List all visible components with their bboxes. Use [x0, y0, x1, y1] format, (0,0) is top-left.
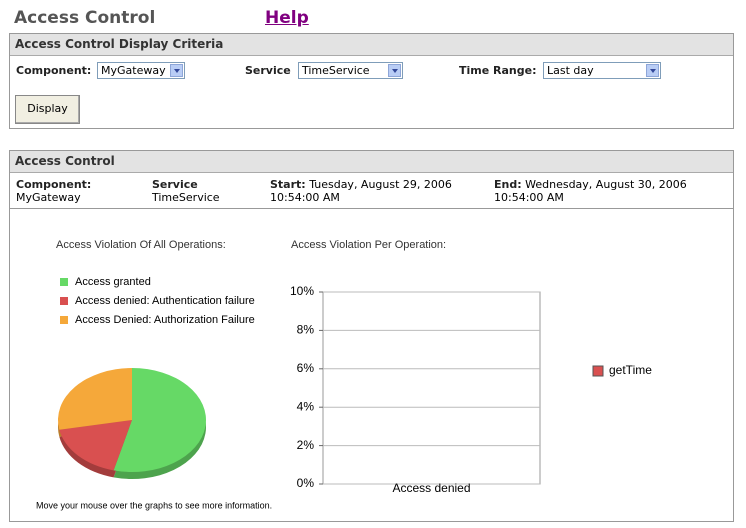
field-label: Time Range:	[459, 64, 537, 77]
info-value: 10:54:00 AM	[270, 191, 340, 204]
chart-title: Access Violation Per Operation:	[291, 239, 446, 251]
select-value: Last day	[547, 64, 594, 77]
legend-label: getTime	[609, 363, 652, 377]
y-tick-label: 6%	[297, 361, 315, 375]
component-select[interactable]: MyGateway	[97, 62, 185, 79]
y-tick-label: 0%	[297, 476, 315, 490]
y-tick-label: 10%	[290, 284, 314, 298]
info-label: End:	[494, 178, 522, 191]
legend-swatch	[60, 278, 68, 286]
panel-title: Access Control Display Criteria	[10, 34, 733, 56]
pie-slice	[57, 368, 133, 430]
info-line: Start: Tuesday, August 29, 2006	[270, 178, 452, 191]
select-value: TimeService	[302, 64, 370, 77]
service-select[interactable]: TimeService	[298, 62, 403, 79]
legend-label: Access denied: Authentication failure	[75, 295, 255, 307]
y-tick-label: 8%	[297, 323, 315, 337]
info-line: End: Wednesday, August 30, 2006	[494, 178, 687, 191]
info-value: TimeService	[152, 191, 220, 204]
select-value: MyGateway	[101, 64, 166, 77]
page-title: Access Control	[14, 8, 156, 28]
time-range-select[interactable]: Last day	[543, 62, 661, 79]
x-tick-label: Access denied	[392, 481, 470, 495]
plot-area	[322, 291, 541, 485]
legend-swatch	[60, 297, 68, 305]
help-link[interactable]: Help	[265, 8, 309, 28]
display-button[interactable]: Display	[15, 95, 80, 124]
legend-label: Access granted	[75, 276, 151, 288]
divider	[10, 208, 733, 209]
y-tick-label: 2%	[297, 438, 315, 452]
field-label: Service	[245, 64, 291, 77]
note: Move your mouse over the graphs to see m…	[36, 500, 272, 510]
panel-title: Access Control	[10, 151, 733, 173]
info-label: Start:	[270, 178, 306, 191]
info-value: Tuesday, August 29, 2006	[309, 178, 452, 191]
legend-swatch	[592, 365, 604, 377]
pie-slice	[113, 368, 207, 472]
info-value: 10:54:00 AM	[494, 191, 564, 204]
pie-slice	[59, 420, 132, 471]
legend-swatch	[60, 316, 68, 324]
info-value: MyGateway	[16, 191, 81, 204]
info-value: Wednesday, August 30, 2006	[525, 178, 687, 191]
info-label: Component:	[16, 178, 92, 191]
legend-label: Access Denied: Authorization Failure	[75, 314, 255, 326]
chart-title: Access Violation Of All Operations:	[56, 239, 226, 251]
info-label: Service	[152, 178, 198, 191]
y-tick-label: 4%	[297, 399, 315, 413]
field-label: Component:	[16, 64, 92, 77]
criteria-panel: Access Control Display Criteria	[9, 33, 734, 129]
